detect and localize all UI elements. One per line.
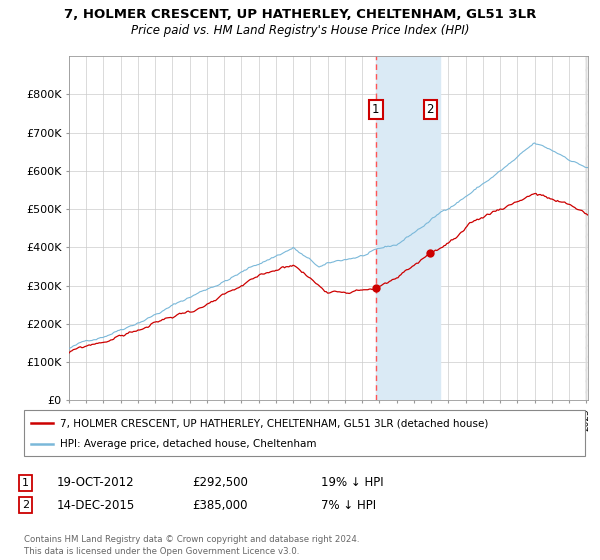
Text: 7, HOLMER CRESCENT, UP HATHERLEY, CHELTENHAM, GL51 3LR (detached house): 7, HOLMER CRESCENT, UP HATHERLEY, CHELTE…: [60, 418, 488, 428]
Text: 7, HOLMER CRESCENT, UP HATHERLEY, CHELTENHAM, GL51 3LR: 7, HOLMER CRESCENT, UP HATHERLEY, CHELTE…: [64, 8, 536, 21]
Bar: [376, 56, 440, 400]
Text: 2: 2: [22, 500, 29, 510]
Text: 7% ↓ HPI: 7% ↓ HPI: [321, 498, 376, 512]
Text: £292,500: £292,500: [192, 476, 248, 489]
Text: 19-OCT-2012: 19-OCT-2012: [57, 476, 134, 489]
Text: HPI: Average price, detached house, Cheltenham: HPI: Average price, detached house, Chel…: [60, 438, 317, 449]
Text: 2: 2: [427, 103, 434, 116]
Text: 19% ↓ HPI: 19% ↓ HPI: [321, 476, 383, 489]
Text: Contains HM Land Registry data © Crown copyright and database right 2024.
This d: Contains HM Land Registry data © Crown c…: [24, 535, 359, 556]
Text: Price paid vs. HM Land Registry's House Price Index (HPI): Price paid vs. HM Land Registry's House …: [131, 24, 469, 36]
Text: £385,000: £385,000: [192, 498, 248, 512]
Text: 14-DEC-2015: 14-DEC-2015: [57, 498, 135, 512]
Text: 1: 1: [22, 478, 29, 488]
Bar: [585, 56, 588, 400]
Text: 1: 1: [372, 103, 380, 116]
